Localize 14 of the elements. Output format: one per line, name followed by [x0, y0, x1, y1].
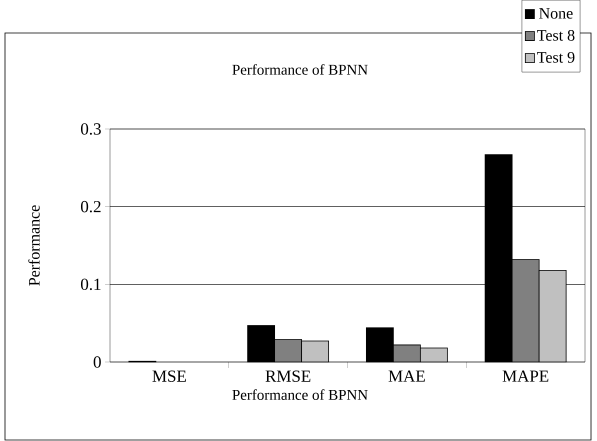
legend-label: None [539, 8, 573, 19]
x-tick-label: MAE [388, 370, 425, 382]
y-tick-label: 0.3 [80, 123, 101, 135]
x-axis-title: Performance of BPNN [232, 389, 368, 400]
x-tick-label: MAPE [502, 370, 548, 382]
legend-label: Test 8 [537, 30, 574, 41]
y-axis-title: Performance [28, 205, 40, 286]
y-tick-label: 0.2 [80, 200, 101, 212]
y-tick-label: 0 [94, 356, 101, 368]
x-tick-label: RMSE [266, 370, 310, 382]
x-tick-label: MSE [152, 370, 186, 382]
legend-label: Test 9 [537, 52, 574, 63]
chart-title: Performance of BPNN [232, 64, 368, 75]
y-tick-label: 0.1 [80, 278, 100, 290]
